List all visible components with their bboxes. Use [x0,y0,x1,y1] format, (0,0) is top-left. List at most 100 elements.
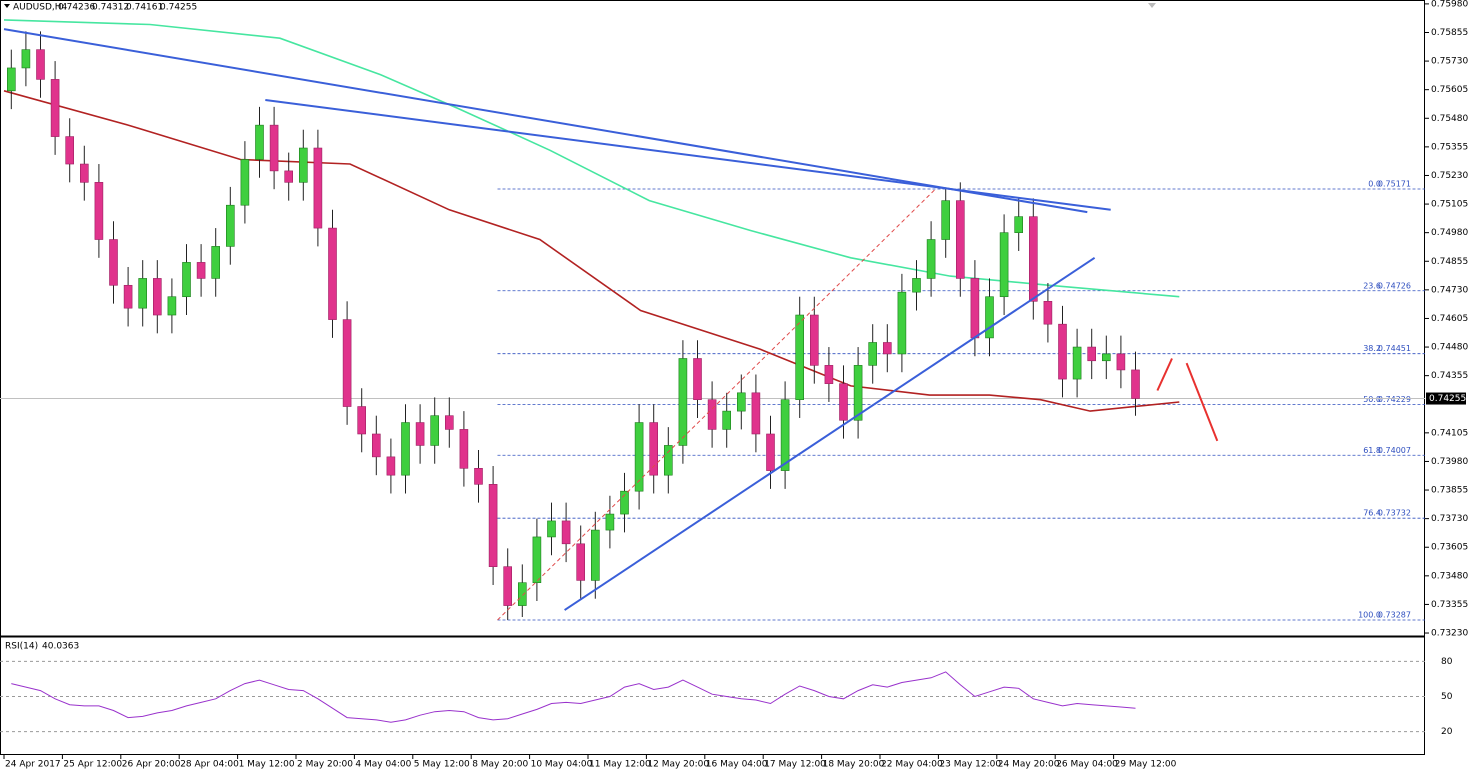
fib-price: 0.74451 [1378,344,1411,353]
y-tick-label: 0.73230 [1431,629,1468,639]
candle-body [663,445,673,476]
candle-body [999,232,1009,298]
candle-body [474,468,483,485]
x-tick-label: 28 Apr 04:00 [180,760,239,770]
x-tick-label: 18 May 20:00 [823,760,885,770]
candle-body [561,520,571,545]
y-tick-label: 0.75730 [1431,57,1468,67]
candle-body [590,529,600,581]
candle-body [80,163,89,183]
ohlc-close: 0.74255 [160,3,197,13]
candle-body [955,200,965,279]
candle-body [444,415,454,430]
candle-body [766,433,775,471]
candle-body [620,490,629,515]
x-tick-label: 1 May 12:00 [239,760,295,770]
last-price-label: 0.74255 [1429,394,1466,404]
trend-line [3,28,1088,214]
ohlc-low: 0.74161 [126,3,163,13]
ohlc-open: 0.74236 [58,3,95,13]
candle-body [707,399,717,430]
last-price-tag [1426,392,1466,405]
candle-body [941,200,951,240]
fib-ratio: 50.0 [1363,395,1381,404]
rsi-line [11,671,1136,723]
candle-body [780,399,790,471]
ohlc-high: 0.74312 [92,3,129,13]
y-tick-label: 0.74855 [1431,257,1468,267]
x-tick-label: 16 May 04:00 [706,760,768,770]
candle-body [138,278,147,309]
trend-line [497,188,936,621]
rsi-tick-label: 20 [1441,727,1453,737]
candle-body [736,392,746,412]
trend-line [1156,358,1173,391]
y-tick-label: 0.74355 [1431,371,1468,381]
candle-body [123,284,133,309]
y-tick-label: 0.75605 [1431,85,1468,95]
plot-frame [0,0,1425,755]
x-tick-label: 5 May 12:00 [414,760,470,770]
candle-body [109,239,118,286]
x-tick-label: 23 May 12:00 [939,760,1001,770]
y-tick-label: 0.73480 [1431,571,1468,581]
candle-body [1102,353,1111,362]
y-tick-label: 0.74980 [1431,228,1468,238]
candle-body [1043,300,1053,325]
x-tick-label: 11 May 12:00 [589,760,651,770]
symbol-label: AUDUSD,H4 [13,3,68,13]
y-tick-label: 0.75355 [1431,142,1468,152]
candle-body [269,124,279,172]
x-tick-label: 26 Apr 20:00 [122,760,181,770]
fib-price: 0.75171 [1378,179,1411,188]
fib-ratio: 0.0 [1368,179,1381,188]
candle-body [7,67,16,92]
candle-body [678,358,688,446]
y-tick-label: 0.74730 [1431,285,1468,295]
candle-body [795,314,805,400]
candle-body [649,422,659,476]
x-tick-label: 17 May 12:00 [764,760,826,770]
candle-body [342,319,352,407]
candle-body [605,513,615,531]
x-tick-label: 4 May 04:00 [355,760,411,770]
y-tick-label: 0.74105 [1431,428,1468,438]
x-tick-label: 12 May 20:00 [647,760,709,770]
candle-body [21,49,31,69]
fib-ratio: 61.8 [1363,446,1381,455]
y-tick-label: 0.75980 [1431,0,1468,9]
trend-line [265,99,1111,211]
y-tick-label: 0.73980 [1431,457,1468,467]
x-tick-label: 25 Apr 12:00 [63,760,122,770]
candle-body [1116,353,1126,371]
candle-body [226,204,235,247]
candle-body [576,543,586,581]
candle-body [255,124,264,160]
candle-body [897,291,907,355]
candle-body [926,239,936,279]
y-tick-label: 0.73730 [1431,514,1468,524]
x-tick-label: 2 May 20:00 [297,760,353,770]
x-tick-label: 22 May 04:00 [881,760,943,770]
candle-body [517,582,527,606]
fib-ratio: 23.6 [1363,281,1381,290]
candle-body [488,484,498,567]
x-tick-label: 26 May 04:00 [1056,760,1118,770]
candle-body [36,49,45,80]
y-tick-label: 0.75230 [1431,171,1468,181]
candle-body [298,147,308,183]
x-tick-label: 8 May 20:00 [472,760,528,770]
trend-line [564,256,1096,611]
trend-line [1185,362,1219,442]
candle-body [912,278,921,293]
y-tick-label: 0.74480 [1431,343,1468,353]
x-tick-label: 29 May 12:00 [1115,760,1177,770]
moving-average [3,19,1180,298]
candle-body [328,227,337,320]
candle-body [94,182,104,240]
rsi-name: RSI(14) [5,642,38,652]
candle-body [868,342,878,366]
candle-body [751,392,761,435]
candle-body [284,170,294,183]
